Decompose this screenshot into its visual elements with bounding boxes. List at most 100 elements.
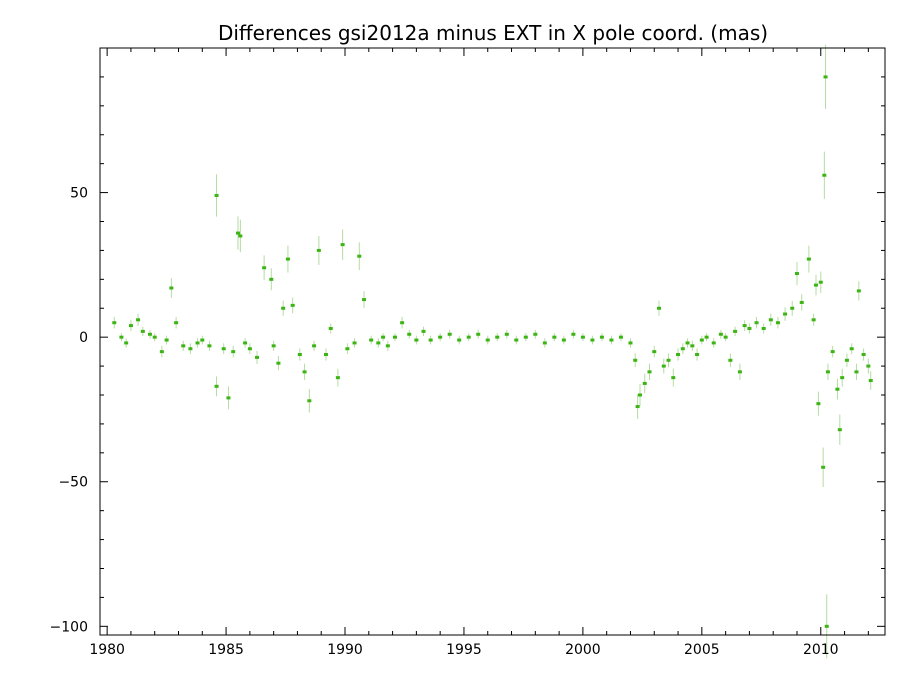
data-point bbox=[369, 338, 374, 342]
x-tick-label: 1985 bbox=[208, 642, 244, 658]
data-point bbox=[761, 326, 766, 330]
data-point bbox=[542, 341, 547, 345]
data-point bbox=[814, 283, 819, 287]
data-point bbox=[312, 344, 317, 348]
data-point bbox=[747, 326, 752, 330]
data-point bbox=[297, 353, 302, 357]
data-point bbox=[271, 344, 276, 348]
data-point bbox=[243, 341, 248, 345]
data-point bbox=[485, 338, 490, 342]
data-point bbox=[609, 338, 614, 342]
data-point bbox=[112, 321, 117, 325]
data-point bbox=[147, 332, 152, 336]
x-tick-label: 1980 bbox=[89, 642, 125, 658]
data-point bbox=[447, 332, 452, 336]
data-points bbox=[112, 75, 873, 628]
data-point bbox=[428, 338, 433, 342]
data-point bbox=[728, 358, 733, 362]
data-point bbox=[690, 344, 695, 348]
y-tick-label: 50 bbox=[70, 186, 88, 202]
data-point bbox=[316, 248, 321, 252]
data-point bbox=[661, 364, 666, 368]
data-point bbox=[238, 234, 243, 238]
data-point bbox=[861, 353, 866, 357]
data-point bbox=[514, 338, 519, 342]
data-point bbox=[159, 350, 164, 354]
plot-frame bbox=[99, 47, 886, 636]
data-point bbox=[214, 193, 219, 197]
data-point bbox=[302, 370, 307, 374]
data-point bbox=[571, 332, 576, 336]
x-tick-label: 2010 bbox=[803, 642, 839, 658]
data-point bbox=[323, 353, 328, 357]
data-point bbox=[754, 321, 759, 325]
data-point bbox=[816, 402, 821, 406]
data-point bbox=[174, 321, 179, 325]
data-point bbox=[711, 341, 716, 345]
x-tick-label: 2000 bbox=[565, 642, 601, 658]
data-point bbox=[262, 266, 267, 270]
data-point bbox=[214, 384, 219, 388]
chart-title: Differences gsi2012a minus EXT in X pole… bbox=[218, 21, 768, 45]
data-point bbox=[856, 289, 861, 293]
data-point bbox=[825, 370, 830, 374]
data-point bbox=[385, 344, 390, 348]
data-point bbox=[818, 280, 823, 284]
data-point bbox=[207, 344, 212, 348]
data-point bbox=[281, 306, 286, 310]
x-tick-label: 1990 bbox=[327, 642, 363, 658]
data-point bbox=[181, 344, 186, 348]
data-point bbox=[742, 324, 747, 328]
data-point bbox=[790, 306, 795, 310]
data-point bbox=[169, 286, 174, 290]
data-point bbox=[164, 338, 169, 342]
data-point bbox=[866, 364, 871, 368]
data-point bbox=[844, 358, 849, 362]
data-point bbox=[335, 376, 340, 380]
data-point bbox=[285, 257, 290, 261]
data-point bbox=[226, 396, 231, 400]
data-point bbox=[642, 381, 647, 385]
data-point bbox=[794, 272, 799, 276]
data-point bbox=[381, 335, 386, 339]
data-point bbox=[136, 318, 141, 322]
data-point bbox=[221, 347, 226, 351]
data-point bbox=[392, 335, 397, 339]
data-point bbox=[783, 312, 788, 316]
data-point bbox=[235, 231, 240, 235]
data-point bbox=[718, 332, 723, 336]
data-point bbox=[124, 341, 129, 345]
data-point bbox=[849, 347, 854, 351]
data-point bbox=[633, 358, 638, 362]
data-point bbox=[676, 353, 681, 357]
data-point bbox=[680, 347, 685, 351]
data-point bbox=[247, 347, 252, 351]
data-point bbox=[823, 75, 828, 79]
y-tick-label: −50 bbox=[58, 475, 88, 491]
x-tick-label: 1995 bbox=[446, 642, 482, 658]
data-point bbox=[704, 335, 709, 339]
data-point bbox=[345, 347, 350, 351]
data-point bbox=[854, 370, 859, 374]
data-point bbox=[188, 347, 193, 351]
data-point bbox=[806, 257, 811, 261]
data-point bbox=[837, 428, 842, 432]
data-point bbox=[811, 318, 816, 322]
data-point bbox=[290, 303, 295, 307]
data-point bbox=[357, 254, 362, 258]
data-point bbox=[152, 335, 157, 339]
data-point bbox=[140, 329, 145, 333]
data-point bbox=[552, 335, 557, 339]
data-point bbox=[840, 376, 845, 380]
data-point bbox=[599, 335, 604, 339]
data-point bbox=[438, 335, 443, 339]
data-point bbox=[457, 338, 462, 342]
data-point bbox=[269, 277, 274, 281]
data-point bbox=[276, 361, 281, 365]
data-point bbox=[231, 350, 236, 354]
data-point bbox=[340, 243, 345, 247]
data-point bbox=[119, 335, 124, 339]
data-point bbox=[504, 332, 509, 336]
data-point bbox=[407, 332, 412, 336]
data-point bbox=[647, 370, 652, 374]
